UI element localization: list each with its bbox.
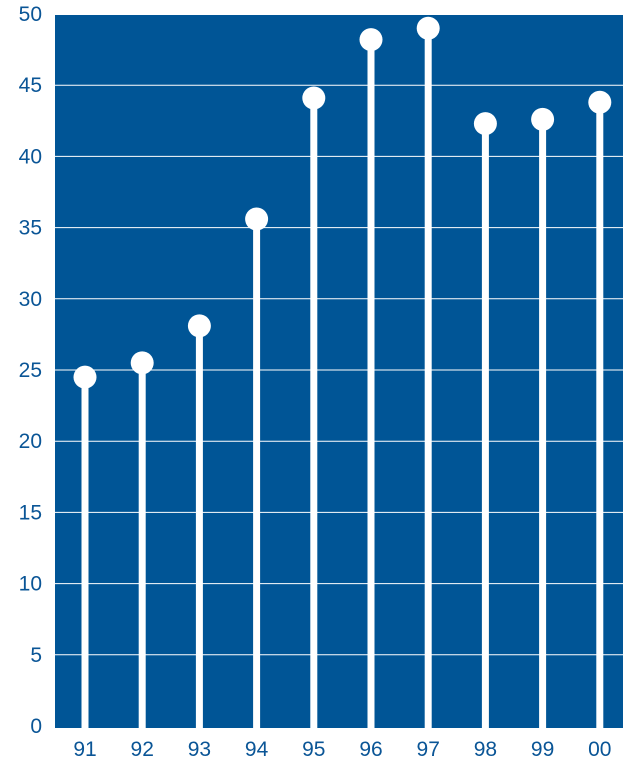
- x-tick-label-00: 00: [588, 738, 611, 760]
- y-tick-label-40: 40: [19, 145, 42, 168]
- y-tick-label-5: 5: [30, 644, 42, 667]
- marker-98: [473, 112, 497, 136]
- y-tick-label-10: 10: [19, 573, 42, 596]
- marker-99: [531, 107, 555, 131]
- x-tick-label-96: 96: [359, 738, 382, 760]
- x-tick-label-95: 95: [302, 738, 325, 760]
- x-tick-label-94: 94: [245, 738, 269, 760]
- y-tick-label-35: 35: [19, 217, 42, 240]
- marker-93: [187, 314, 211, 338]
- stems: [81, 28, 604, 728]
- x-tick-label-98: 98: [474, 738, 497, 760]
- marker-94: [245, 207, 269, 231]
- marker-96: [359, 28, 383, 52]
- marker-97: [416, 16, 440, 40]
- y-tick-label-25: 25: [19, 359, 42, 382]
- x-tick-label-97: 97: [417, 738, 440, 760]
- marker-95: [302, 86, 326, 110]
- y-tick-label-20: 20: [19, 430, 42, 453]
- y-tick-label-0: 0: [30, 715, 42, 738]
- y-tick-label-45: 45: [19, 74, 42, 97]
- x-tick-label-91: 91: [73, 738, 96, 760]
- y-axis-tick-labels: 0 5 10 15 20 25 30 35 40 45 50: [19, 3, 42, 738]
- x-tick-label-93: 93: [188, 738, 211, 760]
- x-tick-label-99: 99: [531, 738, 554, 760]
- x-tick-label-92: 92: [131, 738, 154, 760]
- x-axis-tick-labels: 91 92 93 94 95 96 97 98 99 00: [73, 738, 611, 760]
- y-tick-label-30: 30: [19, 288, 42, 311]
- gridlines: [55, 84, 623, 656]
- marker-91: [73, 365, 97, 389]
- marker-00: [588, 90, 612, 114]
- y-tick-label-15: 15: [19, 501, 42, 524]
- marker-92: [130, 351, 154, 375]
- y-tick-label-50: 50: [19, 3, 42, 26]
- markers: [73, 16, 612, 389]
